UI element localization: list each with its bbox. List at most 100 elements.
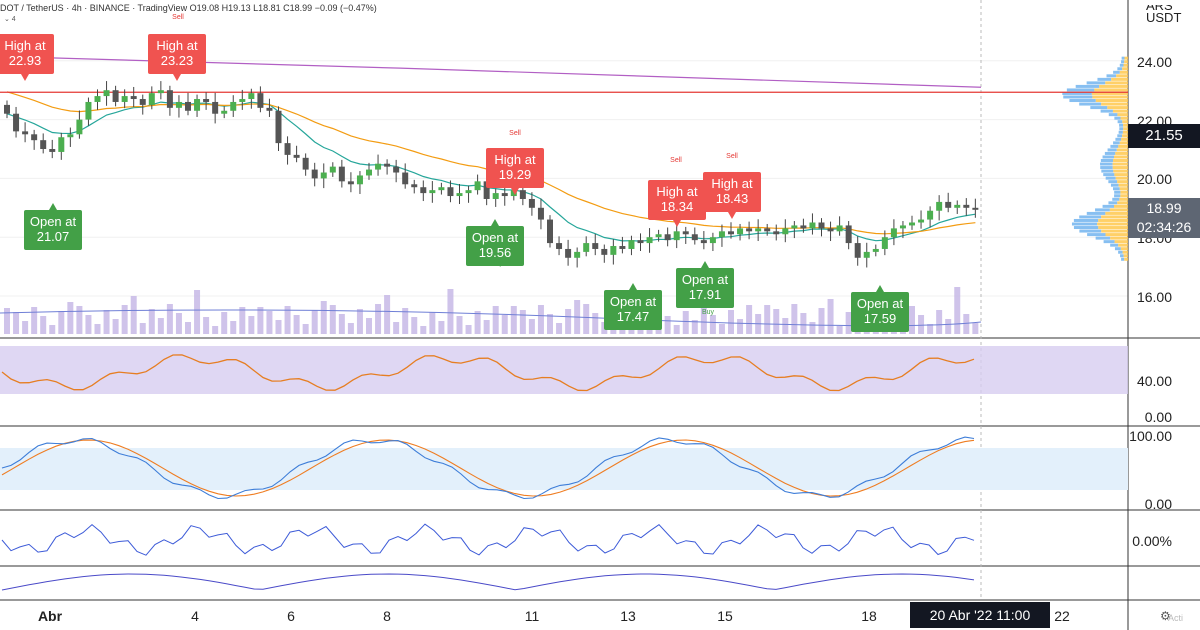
profile-bar-up [1115, 176, 1128, 180]
candle-body [782, 228, 789, 235]
profile-bar-up [1119, 187, 1128, 191]
candle-body [845, 225, 852, 244]
signal-text: Sell [670, 157, 682, 164]
candle-body [574, 251, 581, 258]
annotation-text: Open at [857, 296, 904, 311]
volume-bar [338, 314, 345, 334]
candle-body [809, 222, 816, 229]
signal-text: Sell [726, 153, 738, 160]
volume-bar [918, 315, 925, 334]
currency-unit-top: ARS [1146, 5, 1181, 11]
volume-bar [447, 289, 454, 334]
annotation-label [676, 268, 734, 308]
profile-bar-down [1090, 106, 1108, 110]
candle-body [67, 134, 74, 138]
volume-bar [67, 302, 74, 334]
volume-bar [248, 316, 255, 334]
candle-body [700, 240, 707, 244]
annotation-pointer [673, 220, 681, 227]
volume-bar [230, 321, 237, 334]
profile-bar-down [1110, 243, 1119, 247]
profile-bar-up [1116, 148, 1128, 152]
volume-bar [22, 321, 29, 334]
candle-body [148, 93, 155, 105]
symbol-title[interactable]: DOT / TetherUS · 4h · BINANCE · TradingV… [0, 3, 188, 13]
candle-body [628, 240, 635, 249]
volume-bar [302, 324, 309, 334]
profile-bar-down [1087, 233, 1106, 237]
annotation-pointer [701, 261, 709, 268]
candle-body [909, 222, 915, 226]
candle-body [728, 231, 734, 235]
candle-body [927, 210, 934, 220]
candle-body [556, 243, 563, 249]
candle-body [899, 225, 906, 229]
symbol-header[interactable]: DOT / TetherUS · 4h · BINANCE · TradingV… [0, 3, 377, 13]
profile-bar-down [1114, 194, 1121, 198]
stoch-band [0, 448, 1128, 490]
volume-bar [194, 290, 201, 334]
profile-bar-down [1101, 169, 1114, 173]
candle-body [275, 110, 282, 144]
profile-bar-down [1063, 95, 1093, 99]
profile-bar-up [1121, 137, 1128, 141]
currency-unit[interactable]: ARS USDT [1146, 5, 1181, 24]
long-ma-line [0, 55, 982, 88]
candle-body [610, 246, 617, 255]
candle-body [737, 228, 744, 235]
candle-body [393, 166, 400, 173]
profile-bar-down [1102, 204, 1115, 208]
candle-body [438, 187, 445, 191]
profile-bar-down [1100, 109, 1113, 113]
candle-body [49, 149, 56, 152]
volume-bar [700, 288, 707, 334]
stoch-d-line [1, 439, 975, 497]
candle-body [311, 169, 318, 179]
volume-bar [311, 310, 318, 334]
profile-bar-down [1117, 120, 1123, 124]
candle-body [31, 134, 38, 141]
candle-body [474, 181, 481, 191]
annotation-label [604, 290, 662, 330]
profile-bar-down [1066, 88, 1095, 92]
candle-body [465, 190, 472, 194]
annotation-text: Open at [30, 214, 77, 229]
candle-body [746, 228, 753, 232]
candle-body [338, 166, 345, 182]
profile-bar-up [1109, 208, 1128, 212]
profile-bar-up [1095, 99, 1128, 103]
collapse-toggle[interactable]: ⌄ 4 [4, 16, 16, 23]
volume-bar [836, 326, 843, 334]
time-label: 6 [287, 608, 295, 624]
candle-body [818, 222, 825, 229]
volume-bar [221, 312, 228, 334]
level-price-label: 21.55 [1128, 124, 1200, 148]
profile-bar-up [1124, 257, 1128, 261]
annotation-pointer [728, 212, 736, 219]
candle-body [863, 251, 870, 258]
volume-bar [492, 306, 499, 334]
volume-bar [718, 324, 725, 334]
volume-bar [203, 317, 210, 334]
profile-bar-up [1116, 74, 1128, 78]
annotation-text: High at [494, 152, 536, 167]
candlesticks[interactable] [4, 81, 979, 268]
rsi-band [0, 346, 1128, 394]
profile-bar-up [1122, 130, 1128, 134]
annotation-label [703, 172, 761, 212]
profile-bar-down [1110, 183, 1119, 187]
stoch-tick: 0.00 [1144, 496, 1172, 512]
volume-bar [375, 304, 382, 334]
profile-bar-down [1112, 187, 1120, 191]
profile-bar-up [1122, 134, 1128, 138]
profile-bar-down [1108, 201, 1118, 205]
volume-bar [709, 315, 716, 334]
candle-body [447, 187, 454, 197]
profile-bar-down [1079, 102, 1102, 106]
settings-gear-icon[interactable]: ⚙ [1160, 609, 1171, 623]
annotation-text: 21.07 [37, 229, 70, 244]
volume-bar [800, 313, 807, 334]
current-time-label: 20 Abr '22 11:00 [910, 602, 1050, 628]
